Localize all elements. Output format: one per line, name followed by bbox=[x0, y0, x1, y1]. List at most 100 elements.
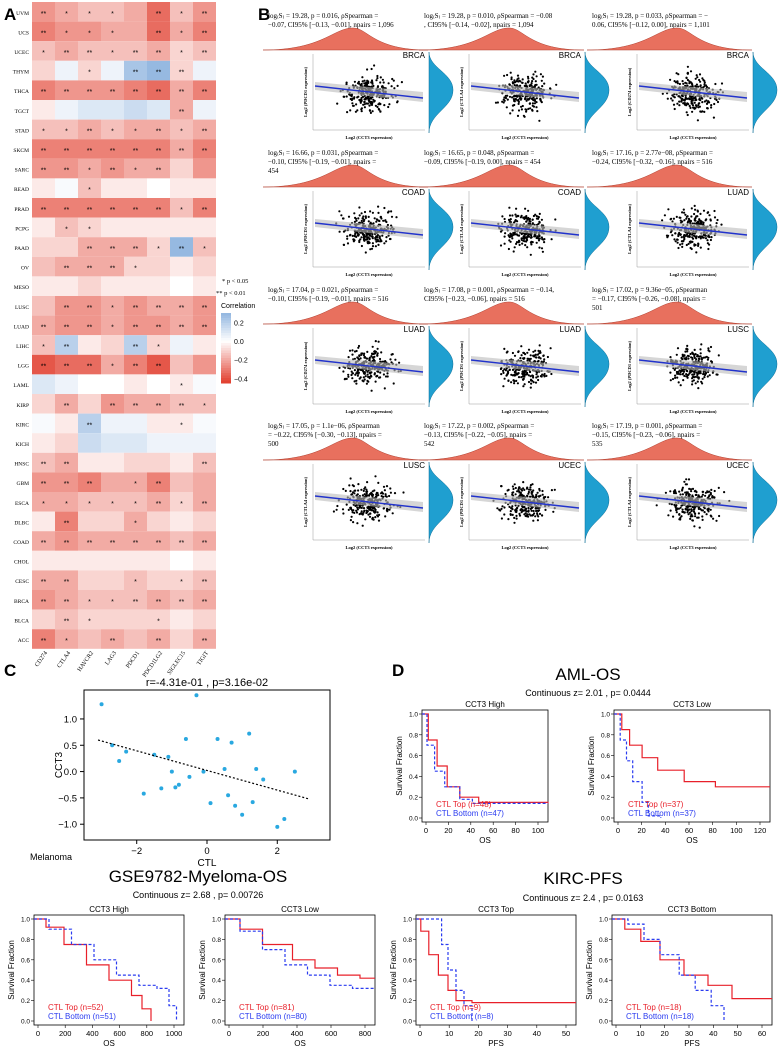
stat-line: log₍S₎ = 17.04, p = 0.021, ρSpearman = bbox=[268, 286, 378, 294]
heatmap-row-label: GBM bbox=[16, 481, 29, 487]
heatmap-cell bbox=[124, 394, 147, 414]
scatter-point bbox=[508, 206, 511, 209]
x-axis-label: Log2 (CCT3 expression) bbox=[346, 272, 393, 277]
heatmap-cell bbox=[147, 178, 170, 198]
x-axis-label: Log2 (CCT3 expression) bbox=[502, 545, 549, 550]
scatter-point bbox=[538, 344, 541, 347]
legend-gradient-step bbox=[221, 348, 231, 351]
scatter-point bbox=[708, 214, 711, 217]
scatter-point bbox=[521, 375, 525, 378]
scatter-point bbox=[689, 246, 692, 250]
scatter-point bbox=[521, 242, 524, 245]
y-tick-label: 0.6 bbox=[601, 753, 610, 760]
scatter-point bbox=[706, 491, 709, 494]
legend-top: CTL Top (n=37) bbox=[628, 800, 684, 809]
scatter-point bbox=[682, 379, 685, 382]
heatmap-row-label: TGCT bbox=[15, 109, 30, 115]
heatmap-cell bbox=[124, 315, 147, 336]
scatter-point bbox=[698, 73, 702, 76]
scatter-point bbox=[187, 774, 192, 779]
scatter-point bbox=[672, 490, 676, 493]
scatter-point bbox=[529, 107, 532, 110]
significance-star: * bbox=[88, 501, 91, 508]
significance-star: ** bbox=[202, 638, 208, 645]
significance-star: ** bbox=[87, 50, 93, 57]
scatter-point bbox=[356, 96, 359, 99]
scatter-point bbox=[675, 511, 678, 514]
heatmap-cell bbox=[78, 335, 101, 355]
scatter-point bbox=[669, 379, 672, 382]
significance-star: ** bbox=[179, 148, 185, 155]
panel-label-a: A bbox=[4, 5, 16, 24]
scatter-point bbox=[341, 217, 345, 220]
scatter-point bbox=[688, 372, 691, 375]
scatter-point bbox=[359, 83, 362, 86]
scatter-point bbox=[343, 95, 346, 98]
legend-tick: −0.4 bbox=[234, 376, 248, 383]
scatter-point bbox=[389, 491, 392, 494]
scatter-point bbox=[674, 505, 677, 508]
scatter-point bbox=[378, 219, 381, 223]
scatter-point bbox=[671, 220, 674, 223]
y-axis-label: Survival Fraction bbox=[389, 940, 398, 1000]
heatmap-col-label: PDCD1 bbox=[125, 651, 141, 670]
scatter-point bbox=[531, 222, 535, 225]
stat-line: −0.07, CI95% [−0.13, −0.01], npairs = 1,… bbox=[268, 21, 394, 29]
scatter-point bbox=[358, 354, 361, 358]
scatter-point bbox=[336, 504, 339, 508]
scatter-point bbox=[380, 240, 383, 243]
heatmap-cell bbox=[147, 315, 170, 336]
y-axis-label: Log2 (CTLA4 expression) bbox=[627, 477, 632, 527]
scatter-point bbox=[536, 519, 540, 522]
heatmap-cell bbox=[124, 511, 147, 532]
heatmap-cell bbox=[147, 550, 170, 571]
scatter-point bbox=[680, 504, 683, 507]
scatter-point bbox=[536, 371, 539, 374]
scatter-point bbox=[686, 350, 689, 353]
scatter-point bbox=[703, 510, 706, 514]
significance-star: * bbox=[180, 128, 183, 135]
scatter-point bbox=[353, 80, 356, 83]
heatmap-cell bbox=[170, 276, 193, 296]
regression-line bbox=[638, 85, 748, 99]
scatter-point bbox=[364, 215, 367, 218]
scatter-point bbox=[691, 373, 694, 376]
scatter-point bbox=[514, 95, 517, 98]
x-axis-label: OS bbox=[103, 1039, 115, 1047]
scatter-point bbox=[374, 380, 377, 383]
scatter-point bbox=[383, 206, 386, 210]
significance-star: ** bbox=[110, 89, 116, 96]
scatter-point bbox=[704, 491, 708, 494]
scatter-point bbox=[364, 251, 367, 254]
scatter-point bbox=[520, 376, 523, 379]
x-tick-label: 800 bbox=[141, 1029, 154, 1038]
significance-star: ** bbox=[110, 207, 116, 214]
scatter-point bbox=[524, 233, 527, 236]
scatter-point bbox=[700, 220, 703, 223]
heatmap-cell bbox=[78, 531, 101, 551]
scatter-point bbox=[508, 505, 511, 508]
scatter-point bbox=[524, 507, 528, 510]
scatter-point bbox=[695, 221, 699, 224]
scatter-point bbox=[373, 99, 376, 102]
scatter-point bbox=[509, 513, 512, 516]
heatmap-cell bbox=[170, 413, 193, 434]
scatter-point bbox=[511, 513, 514, 517]
scatter-point bbox=[261, 777, 266, 782]
scatter-point bbox=[499, 509, 502, 512]
scatter-point bbox=[683, 219, 686, 222]
scatter-point bbox=[704, 237, 708, 240]
heatmap-cell bbox=[193, 256, 216, 277]
scatter-point bbox=[676, 370, 680, 374]
heatmap-cell bbox=[55, 119, 78, 140]
heatmap-cell bbox=[124, 413, 147, 434]
heatmap-row-label: CHOL bbox=[14, 560, 30, 566]
scatter-point bbox=[386, 223, 389, 227]
scatter-point bbox=[511, 214, 514, 217]
y-tick-label: 0.0 bbox=[601, 816, 610, 823]
stat-line: log₍S₎ = 16.66, p = 0.031, ρSpearman = bbox=[268, 149, 378, 157]
significance-star: ** bbox=[110, 266, 116, 273]
scatter-point bbox=[516, 382, 520, 385]
scatter-point bbox=[528, 97, 531, 100]
x-axis-label: OS bbox=[686, 836, 698, 845]
